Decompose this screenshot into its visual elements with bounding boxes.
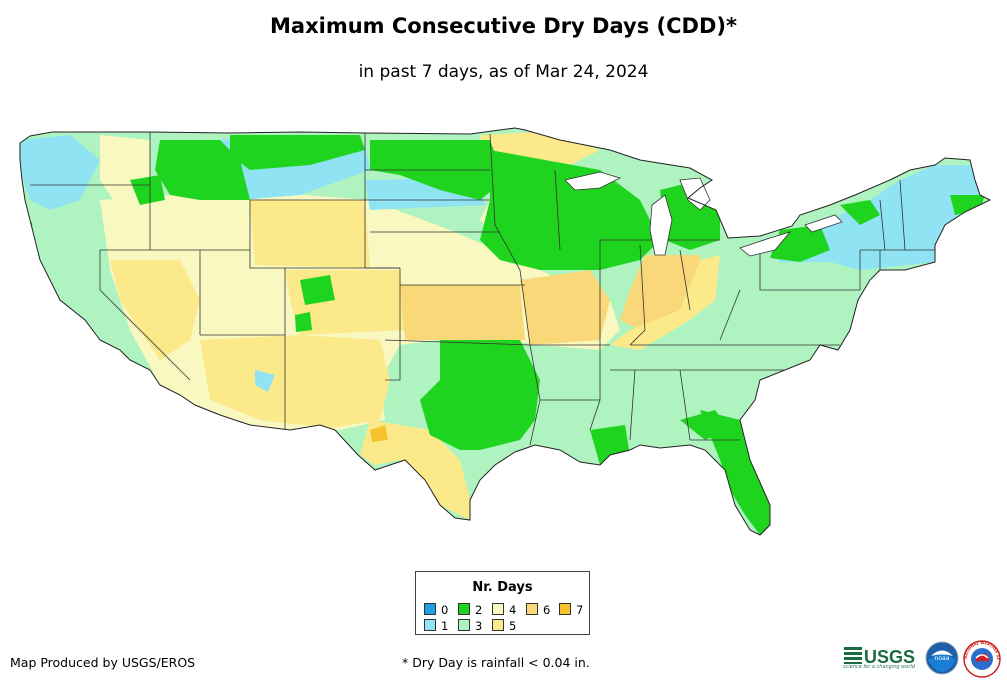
legend-label-7: 7 <box>576 603 584 617</box>
noaa-wordmark: noaa <box>935 655 950 662</box>
legend-label-1: 1 <box>441 619 449 633</box>
legend-swatch-6 <box>526 603 538 615</box>
legend-swatch-4 <box>492 603 504 615</box>
legend-item-3: 3 <box>458 619 482 632</box>
usgs-tagline: science for a changing world <box>843 664 915 670</box>
legend-item-7: 7 <box>559 603 583 616</box>
legend-label-4: 4 <box>509 603 517 617</box>
us-map <box>19 127 991 536</box>
map-subtitle: in past 7 days, as of Mar 24, 2024 <box>358 62 649 82</box>
legend: Nr. Days 0 1 2 3 4 5 6 7 <box>415 571 590 635</box>
footnote: * Dry Day is rainfall < 0.04 in. <box>402 655 590 670</box>
usgs-logo: USGS <box>844 647 915 667</box>
legend-title: Nr. Days <box>472 580 533 595</box>
legend-item-5: 5 <box>492 619 516 632</box>
legend-item-6: 6 <box>526 603 550 616</box>
legend-label-2: 2 <box>475 603 483 617</box>
legend-label-0: 0 <box>441 603 449 617</box>
legend-swatch-1 <box>424 619 436 631</box>
legend-swatch-0 <box>424 603 436 615</box>
legend-swatch-7 <box>559 603 571 615</box>
usgs-wordmark: USGS <box>864 647 915 667</box>
legend-label-3: 3 <box>475 619 483 633</box>
map-credit: Map Produced by USGS/EROS <box>10 655 196 670</box>
legend-swatch-5 <box>492 619 504 631</box>
legend-swatch-2 <box>458 603 470 615</box>
nws-logo: NATIONAL WEATHER SERVICE <box>963 640 1001 678</box>
map-title: Maximum Consecutive Dry Days (CDD)* <box>270 14 737 38</box>
legend-item-4: 4 <box>492 603 516 616</box>
legend-swatch-3 <box>458 619 470 631</box>
legend-item-1: 1 <box>424 619 448 632</box>
legend-item-0: 0 <box>424 603 448 616</box>
noaa-logo: noaa <box>925 641 959 675</box>
legend-label-6: 6 <box>543 603 551 617</box>
legend-item-2: 2 <box>458 603 482 616</box>
legend-label-5: 5 <box>509 619 517 633</box>
